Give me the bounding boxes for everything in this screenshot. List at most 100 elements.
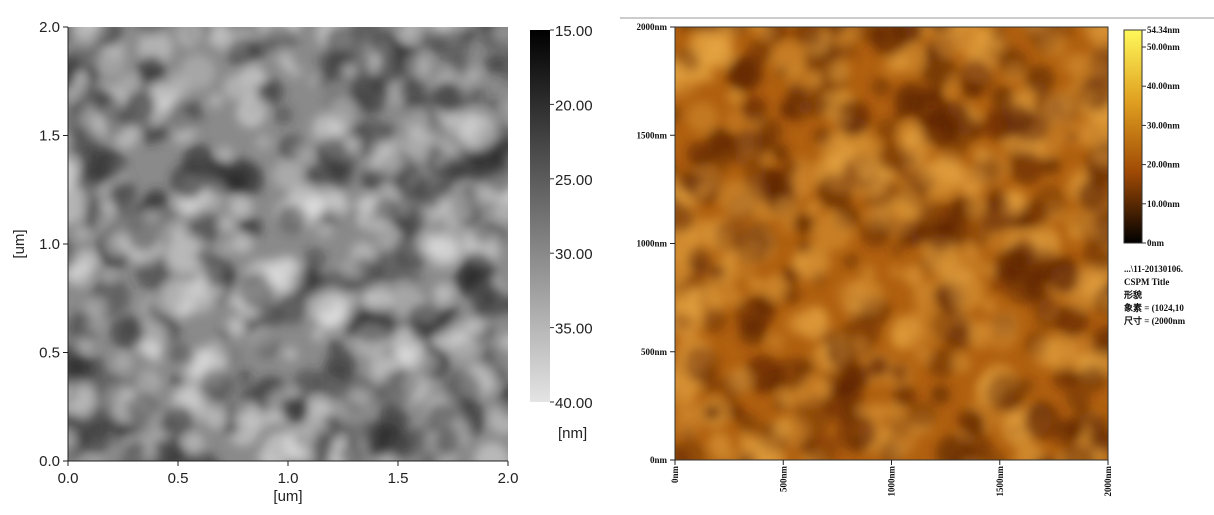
grain xyxy=(323,11,336,24)
grain xyxy=(776,414,810,448)
grain xyxy=(468,86,487,105)
grain xyxy=(161,278,199,317)
grain xyxy=(504,100,508,117)
grain xyxy=(471,284,508,321)
grain xyxy=(675,409,702,438)
grain xyxy=(946,27,957,29)
grain xyxy=(255,451,269,461)
grain xyxy=(495,27,508,41)
grain xyxy=(73,27,105,44)
grain xyxy=(962,412,986,437)
grain xyxy=(781,286,801,306)
grain xyxy=(352,322,390,359)
colorbar-label: 54.34nm xyxy=(1147,25,1180,35)
grain xyxy=(771,143,790,162)
grain xyxy=(316,222,334,239)
grain xyxy=(110,314,146,350)
grain xyxy=(433,283,455,305)
grain xyxy=(324,192,351,218)
grain xyxy=(890,51,912,72)
grain xyxy=(292,143,313,164)
grain xyxy=(430,81,463,113)
y-tick-label: 500nm xyxy=(641,347,668,357)
grain xyxy=(198,368,235,405)
grain xyxy=(707,432,732,457)
grain xyxy=(675,204,695,233)
grain xyxy=(934,153,963,182)
y-tick-label: 0nm xyxy=(650,455,668,465)
grain xyxy=(256,303,283,330)
grain xyxy=(284,396,309,420)
grain xyxy=(1024,27,1051,36)
grain xyxy=(762,372,784,394)
grain xyxy=(1082,237,1108,273)
grain xyxy=(458,112,497,151)
grain xyxy=(250,326,275,351)
annotation: 形貌 xyxy=(1124,289,1142,300)
grain xyxy=(781,158,800,176)
grain xyxy=(898,122,924,147)
grain xyxy=(68,382,71,396)
grain xyxy=(1065,385,1091,411)
grain xyxy=(113,353,133,372)
grain xyxy=(840,399,854,414)
annotation: CSPM Title xyxy=(1124,277,1169,287)
grain xyxy=(68,27,75,46)
grain xyxy=(678,170,701,194)
grain xyxy=(780,218,796,234)
grain xyxy=(748,27,765,32)
grain xyxy=(993,247,1028,282)
grain xyxy=(310,435,335,460)
grain xyxy=(902,151,924,173)
x-tick-label: 1500nm xyxy=(995,466,1005,497)
grain xyxy=(837,27,862,42)
grain xyxy=(1056,253,1076,272)
grain xyxy=(376,56,405,85)
grain xyxy=(747,276,764,293)
grain xyxy=(877,142,908,173)
grain xyxy=(328,95,359,127)
grain xyxy=(496,386,508,419)
grain xyxy=(199,191,221,214)
grain xyxy=(727,89,743,105)
grain xyxy=(1087,429,1108,450)
grain xyxy=(859,167,875,183)
grain xyxy=(393,167,427,201)
grain xyxy=(889,265,902,279)
colorbar-label: 35.00 xyxy=(555,321,593,338)
colorbar-label: 0nm xyxy=(1147,238,1165,248)
grain xyxy=(1060,51,1085,76)
grain xyxy=(238,272,276,310)
grain xyxy=(969,27,977,28)
x-tick-label: 1.0 xyxy=(278,470,299,487)
grain xyxy=(729,12,743,26)
grain xyxy=(675,248,683,272)
grain xyxy=(329,164,348,184)
grain xyxy=(68,158,82,191)
grain xyxy=(222,418,240,437)
grain xyxy=(923,219,955,250)
grain xyxy=(683,346,720,383)
grain xyxy=(1009,150,1044,186)
grain xyxy=(1077,354,1096,373)
grain xyxy=(134,370,160,396)
grain xyxy=(740,95,768,123)
grain xyxy=(141,124,162,145)
grain xyxy=(272,159,304,191)
grain xyxy=(68,185,87,225)
grain xyxy=(447,319,468,340)
grain xyxy=(969,446,1006,460)
grain xyxy=(92,146,127,181)
grain xyxy=(1093,27,1108,55)
grain xyxy=(255,73,268,86)
grain xyxy=(68,265,82,281)
grain xyxy=(774,196,799,220)
grain xyxy=(721,246,739,263)
grain xyxy=(146,188,170,212)
grain xyxy=(984,187,1009,211)
grain xyxy=(434,28,470,64)
grain xyxy=(782,93,811,122)
grain xyxy=(88,27,99,29)
grain xyxy=(303,196,326,219)
grain xyxy=(394,218,409,232)
